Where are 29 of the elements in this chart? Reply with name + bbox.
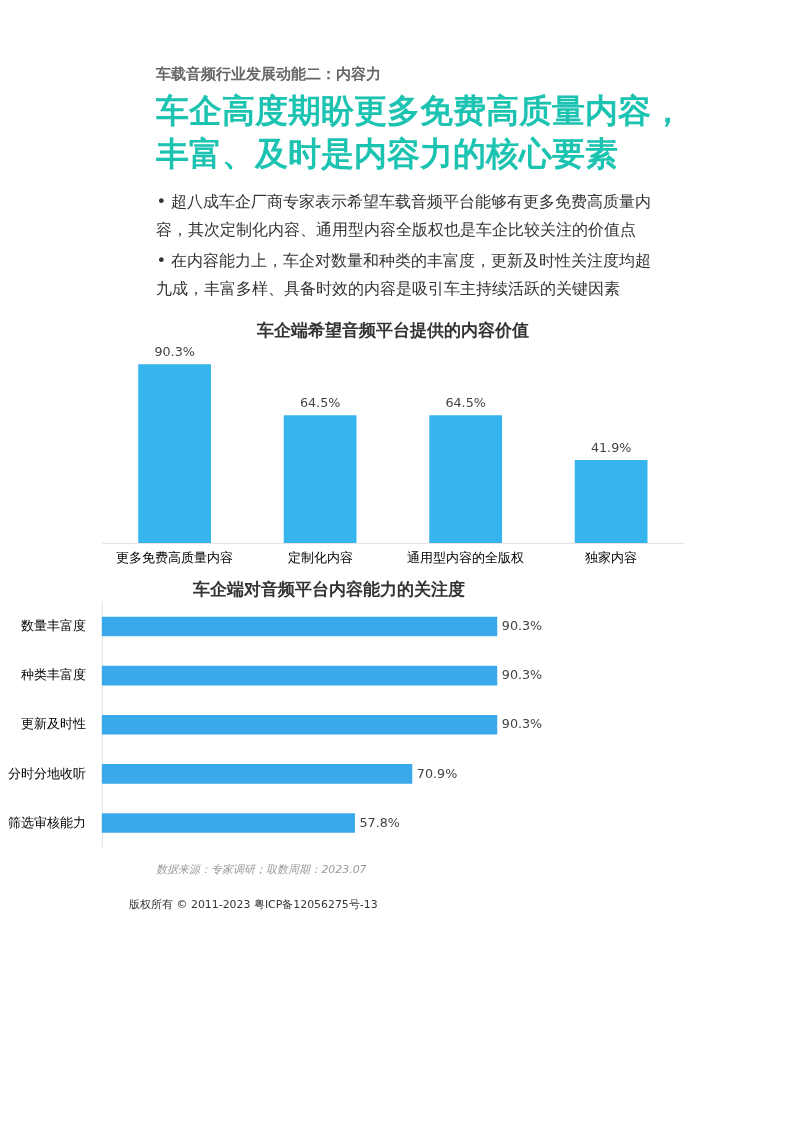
text: 车载音频行业发展动能二：内容力: [155, 65, 382, 84]
text: 车企高度期盼更多免费高质量内容，: [155, 91, 685, 130]
chart-title: 车企端对音频平台内容能力的关注度: [192, 578, 466, 599]
data-label: 90.3%: [501, 716, 543, 732]
x-tick-label: 通用型内容的全版权: [407, 550, 525, 566]
data-label: 90.3%: [154, 344, 195, 360]
y-tick-label: 种类丰富度: [20, 667, 86, 683]
data-label: 64.5%: [299, 395, 341, 411]
y-tick-label: 数量丰富度: [20, 618, 86, 634]
text: 九成，丰富多样、具备时效的内容是吸引车主持续活跃的关键因素: [156, 278, 621, 298]
chart-title: 车企端希望音频平台提供的内容价值: [255, 319, 529, 340]
data-label: 70.9%: [416, 765, 458, 781]
y-tick-label: 更新及时性: [20, 716, 86, 732]
data-label: 90.3%: [501, 618, 543, 634]
data-label: 41.9%: [590, 439, 632, 455]
text: • 超八成车企厂商专家表示希望车载音频平台能够有更多免费高质量内: [156, 192, 652, 212]
text: 容，其次定制化内容、通用型内容全版权也是车企比较关注的价值点: [156, 219, 637, 239]
x-tick-label: 独家内容: [585, 550, 638, 566]
x-tick-label: 更多免费高质量内容: [116, 550, 234, 566]
data-label: 64.5%: [445, 395, 486, 411]
text: 丰富、及时是内容力的核心要素: [155, 135, 619, 174]
x-tick-label: 定制化内容: [287, 550, 353, 566]
data-label: 90.3%: [501, 667, 543, 683]
y-tick-label: 筛选审核能力: [7, 814, 86, 830]
data-label: 57.8%: [359, 814, 400, 830]
text: • 在内容能力上，车企对数量和种类的丰富度，更新及时性关注度均超: [156, 251, 652, 271]
y-tick-label: 分时分地收听: [7, 765, 86, 781]
source-note: 数据来源：专家调研；取数周期：2023.07: [156, 863, 367, 876]
text: 版权所有 © 2011-2023 粤ICP备12056275号-13: [129, 897, 378, 911]
